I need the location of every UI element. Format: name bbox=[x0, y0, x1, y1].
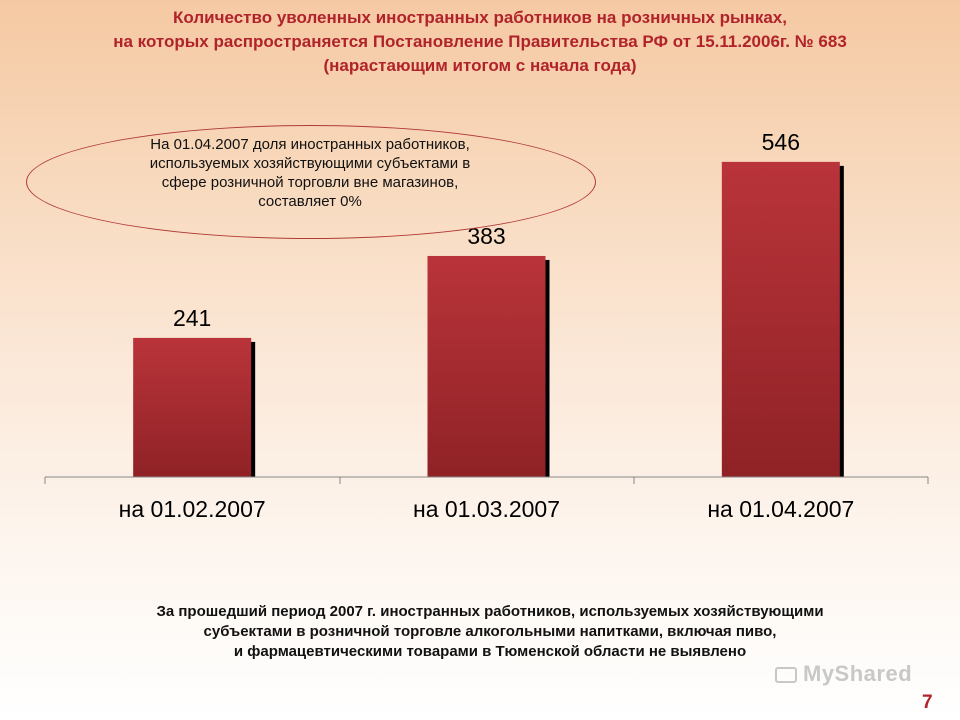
bar-0 bbox=[133, 337, 252, 477]
footer-note: За прошедший период 2007 г. иностранных … bbox=[40, 602, 940, 662]
callout-line-1: На 01.04.2007 доля иностранных работнико… bbox=[150, 136, 470, 153]
callout-line-2: используемых хозяйствующими субъектами в bbox=[149, 155, 471, 172]
bar-1 bbox=[427, 255, 546, 477]
presentation-icon bbox=[775, 667, 797, 684]
footer-line-3: и фармацевтическими товарами в Тюменской… bbox=[233, 643, 747, 660]
callout-line-4: составляет 0% bbox=[258, 193, 362, 210]
footer-line-2: субъектами в розничной торговле алкоголь… bbox=[203, 623, 777, 640]
title-line-2: на которых распространяется Постановлени… bbox=[113, 32, 847, 51]
callout-oval bbox=[26, 125, 596, 239]
page-number: 7 bbox=[922, 692, 933, 713]
callout-line-3: сфере розничной торговли вне магазинов, bbox=[161, 174, 459, 191]
bar-2 bbox=[721, 161, 840, 477]
title-line-1: Количество уволенных иностранных работни… bbox=[173, 8, 787, 27]
x-tick-label-2: на 01.04.2007 bbox=[707, 496, 854, 522]
watermark: MyShared bbox=[775, 661, 912, 687]
data-label-0: 241 bbox=[173, 305, 211, 331]
callout-text: На 01.04.2007 доля иностранных работнико… bbox=[60, 135, 560, 211]
x-tick-label-0: на 01.02.2007 bbox=[119, 496, 266, 522]
title-line-3: (нарастающим итогом с начала года) bbox=[323, 56, 637, 75]
data-label-2: 546 bbox=[762, 129, 800, 155]
slide-title: Количество уволенных иностранных работни… bbox=[0, 6, 960, 78]
x-tick-label-1: на 01.03.2007 bbox=[413, 496, 560, 522]
footer-line-1: За прошедший период 2007 г. иностранных … bbox=[156, 603, 824, 620]
watermark-text: MyShared bbox=[803, 661, 913, 686]
